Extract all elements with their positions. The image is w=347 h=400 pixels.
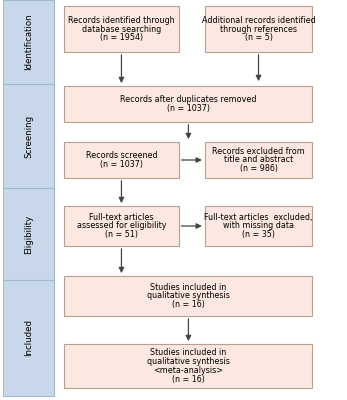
Bar (64, 142, 179, 178)
Text: Records excluded from: Records excluded from (212, 147, 305, 156)
Text: Studies included in: Studies included in (150, 283, 226, 292)
Text: <meta-analysis>: <meta-analysis> (153, 366, 223, 375)
Text: assessed for eligibility: assessed for eligibility (77, 222, 166, 230)
Bar (64, 344, 312, 388)
Text: (n = 1037): (n = 1037) (167, 104, 210, 113)
Text: (n = 5): (n = 5) (245, 33, 272, 42)
Text: Additional records identified: Additional records identified (202, 16, 315, 25)
Bar (64, 276, 312, 316)
Bar (64, 86, 312, 122)
Text: Identification: Identification (24, 14, 33, 70)
Text: (n = 986): (n = 986) (239, 164, 278, 173)
Text: Included: Included (24, 320, 33, 356)
Bar (3, 0, 54, 84)
Text: (n = 51): (n = 51) (105, 230, 138, 239)
Text: qualitative synthesis: qualitative synthesis (147, 357, 230, 366)
Text: qualitative synthesis: qualitative synthesis (147, 292, 230, 300)
Text: title and abstract: title and abstract (224, 156, 293, 164)
Text: (n = 1037): (n = 1037) (100, 160, 143, 169)
Text: Full-text articles: Full-text articles (89, 213, 154, 222)
Text: (n = 16): (n = 16) (172, 300, 205, 309)
Text: (n = 35): (n = 35) (242, 230, 275, 239)
Bar (205, 6, 312, 52)
Text: Studies included in: Studies included in (150, 348, 226, 357)
Text: Screening: Screening (24, 114, 33, 158)
Bar (64, 6, 179, 52)
Text: database searching: database searching (82, 24, 161, 34)
Bar (3, 280, 54, 396)
Text: (n = 16): (n = 16) (172, 375, 205, 384)
Bar (3, 188, 54, 280)
Bar (3, 84, 54, 188)
Bar (64, 206, 179, 246)
Bar (205, 142, 312, 178)
Text: Records screened: Records screened (86, 151, 157, 160)
Text: with missing data: with missing data (223, 222, 294, 230)
Bar (205, 206, 312, 246)
Text: Records after duplicates removed: Records after duplicates removed (120, 95, 256, 104)
Text: Full-text articles  excluded,: Full-text articles excluded, (204, 213, 313, 222)
Text: Records identified through: Records identified through (68, 16, 175, 25)
Text: through references: through references (220, 24, 297, 34)
Text: Eligibility: Eligibility (24, 214, 33, 254)
Text: (n = 1954): (n = 1954) (100, 33, 143, 42)
